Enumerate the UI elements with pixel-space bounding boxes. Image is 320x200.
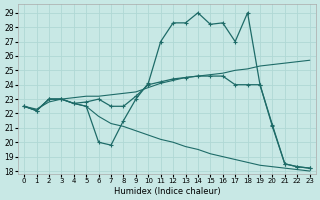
X-axis label: Humidex (Indice chaleur): Humidex (Indice chaleur): [114, 187, 220, 196]
